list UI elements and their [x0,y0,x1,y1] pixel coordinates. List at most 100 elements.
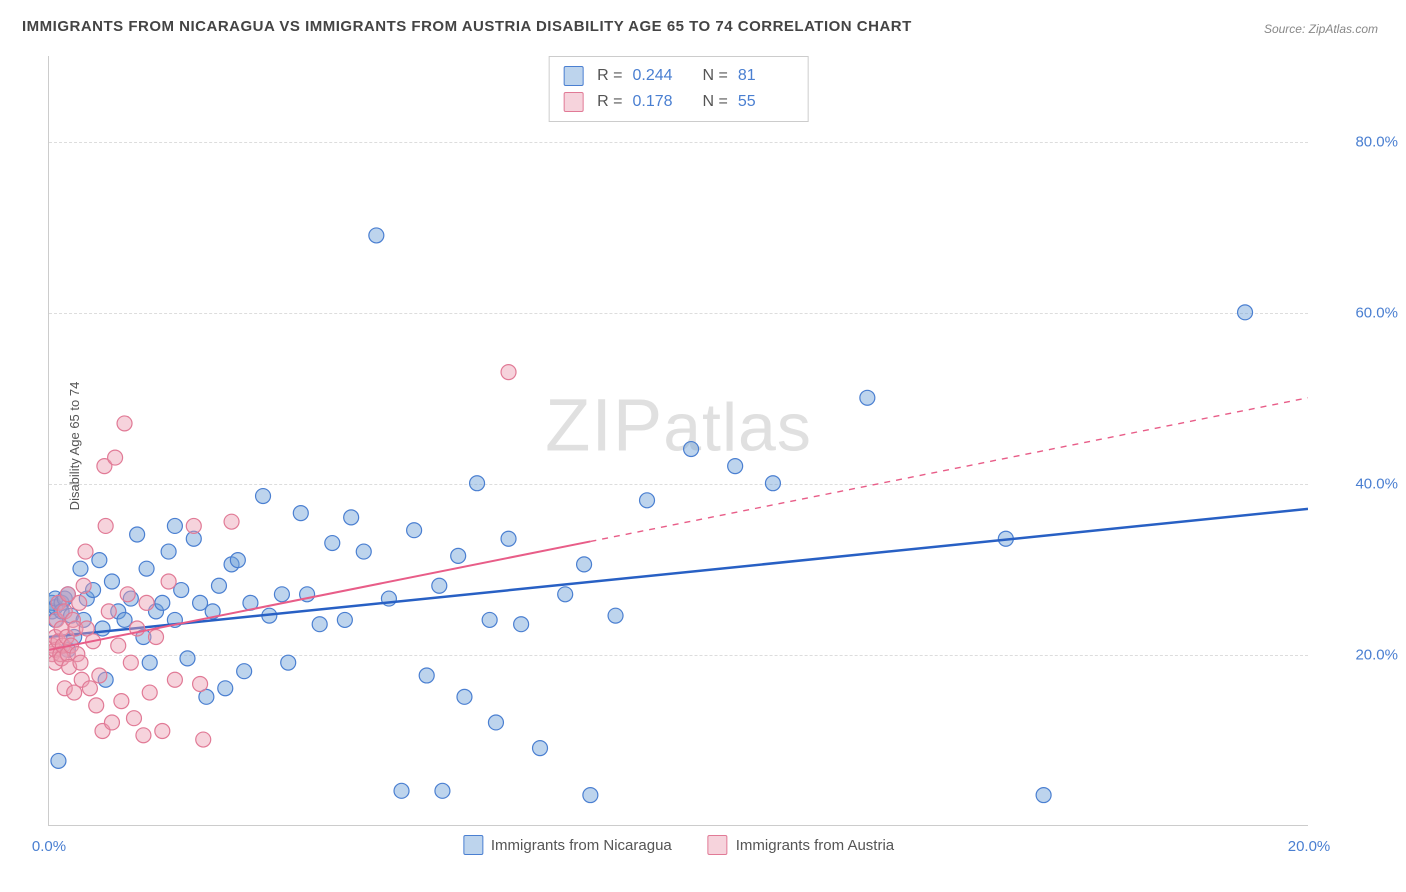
scatter-point [224,514,239,529]
scatter-point [51,753,66,768]
scatter-point [237,664,252,679]
y-tick-label: 20.0% [1318,646,1398,663]
legend-label: Immigrants from Austria [736,837,894,854]
scatter-point [344,510,359,525]
scatter-point [155,724,170,739]
scatter-point [435,783,450,798]
n-value-austria: 55 [738,89,794,115]
scatter-point [583,788,598,803]
scatter-point [281,655,296,670]
scatter-point [139,595,154,610]
r-label: R = [597,89,622,115]
scatter-point [73,655,88,670]
scatter-point [533,741,548,756]
scatter-point [78,544,93,559]
x-tick-label: 20.0% [1288,838,1331,855]
scatter-point [501,365,516,380]
scatter-point [211,578,226,593]
n-value-nicaragua: 81 [738,63,794,89]
scatter-point [451,548,466,563]
source-attribution: Source: ZipAtlas.com [1264,22,1378,36]
scatter-point [470,476,485,491]
swatch-blue-icon [563,66,583,86]
scatter-point [419,668,434,683]
scatter-point [89,698,104,713]
x-tick-label: 0.0% [32,838,66,855]
correlation-legend: R = 0.244 N = 81 R = 0.178 N = 55 [548,56,809,122]
swatch-pink-icon [563,92,583,112]
scatter-point [82,681,97,696]
r-value-austria: 0.178 [633,89,689,115]
scatter-point [186,518,201,533]
y-tick-label: 60.0% [1318,304,1398,321]
scatter-point [161,544,176,559]
scatter-point [161,574,176,589]
scatter-point [608,608,623,623]
scatter-point [142,685,157,700]
scatter-point [114,694,129,709]
scatter-point [558,587,573,602]
scatter-point [72,595,87,610]
scatter-point [73,561,88,576]
scatter-point [92,668,107,683]
chart-title: IMMIGRANTS FROM NICARAGUA VS IMMIGRANTS … [22,18,912,35]
scatter-point [684,442,699,457]
scatter-point [149,630,164,645]
scatter-point [274,587,289,602]
scatter-point [101,604,116,619]
scatter-point [514,617,529,632]
scatter-point [765,476,780,491]
scatter-point [256,489,271,504]
scatter-point [1238,305,1253,320]
legend-item-nicaragua: Immigrants from Nicaragua [463,835,672,855]
scatter-point [104,715,119,730]
scatter-point [312,617,327,632]
scatter-point [95,621,110,636]
scatter-point [76,578,91,593]
scatter-point [394,783,409,798]
scatter-svg [49,56,1308,825]
scatter-point [180,651,195,666]
scatter-point [196,732,211,747]
legend-label: Immigrants from Nicaragua [491,837,672,854]
legend-row-austria: R = 0.178 N = 55 [563,89,794,115]
scatter-point [139,561,154,576]
r-value-nicaragua: 0.244 [633,63,689,89]
scatter-point [167,672,182,687]
swatch-blue-icon [463,835,483,855]
scatter-point [407,523,422,538]
scatter-point [142,655,157,670]
n-label: N = [703,63,728,89]
scatter-point [337,612,352,627]
legend-row-nicaragua: R = 0.244 N = 81 [563,63,794,89]
plot-area: ZIPatlas 20.0%40.0%60.0%80.0% 0.0%20.0% … [48,56,1308,826]
scatter-point [155,595,170,610]
series-legend: Immigrants from Nicaragua Immigrants fro… [463,835,894,855]
scatter-point [640,493,655,508]
scatter-point [369,228,384,243]
scatter-point [130,527,145,542]
scatter-point [501,531,516,546]
scatter-point [218,681,233,696]
scatter-point [167,518,182,533]
scatter-point [488,715,503,730]
scatter-point [432,578,447,593]
scatter-point [860,390,875,405]
scatter-point [98,518,113,533]
scatter-point [293,506,308,521]
scatter-point [123,655,138,670]
y-tick-label: 40.0% [1318,475,1398,492]
scatter-point [108,450,123,465]
scatter-point [111,638,126,653]
scatter-point [117,416,132,431]
legend-item-austria: Immigrants from Austria [708,835,894,855]
scatter-point [92,553,107,568]
scatter-point [136,728,151,743]
trend-line [49,509,1308,637]
scatter-point [230,553,245,568]
scatter-point [120,587,135,602]
r-label: R = [597,63,622,89]
scatter-point [325,536,340,551]
scatter-point [126,711,141,726]
scatter-point [104,574,119,589]
